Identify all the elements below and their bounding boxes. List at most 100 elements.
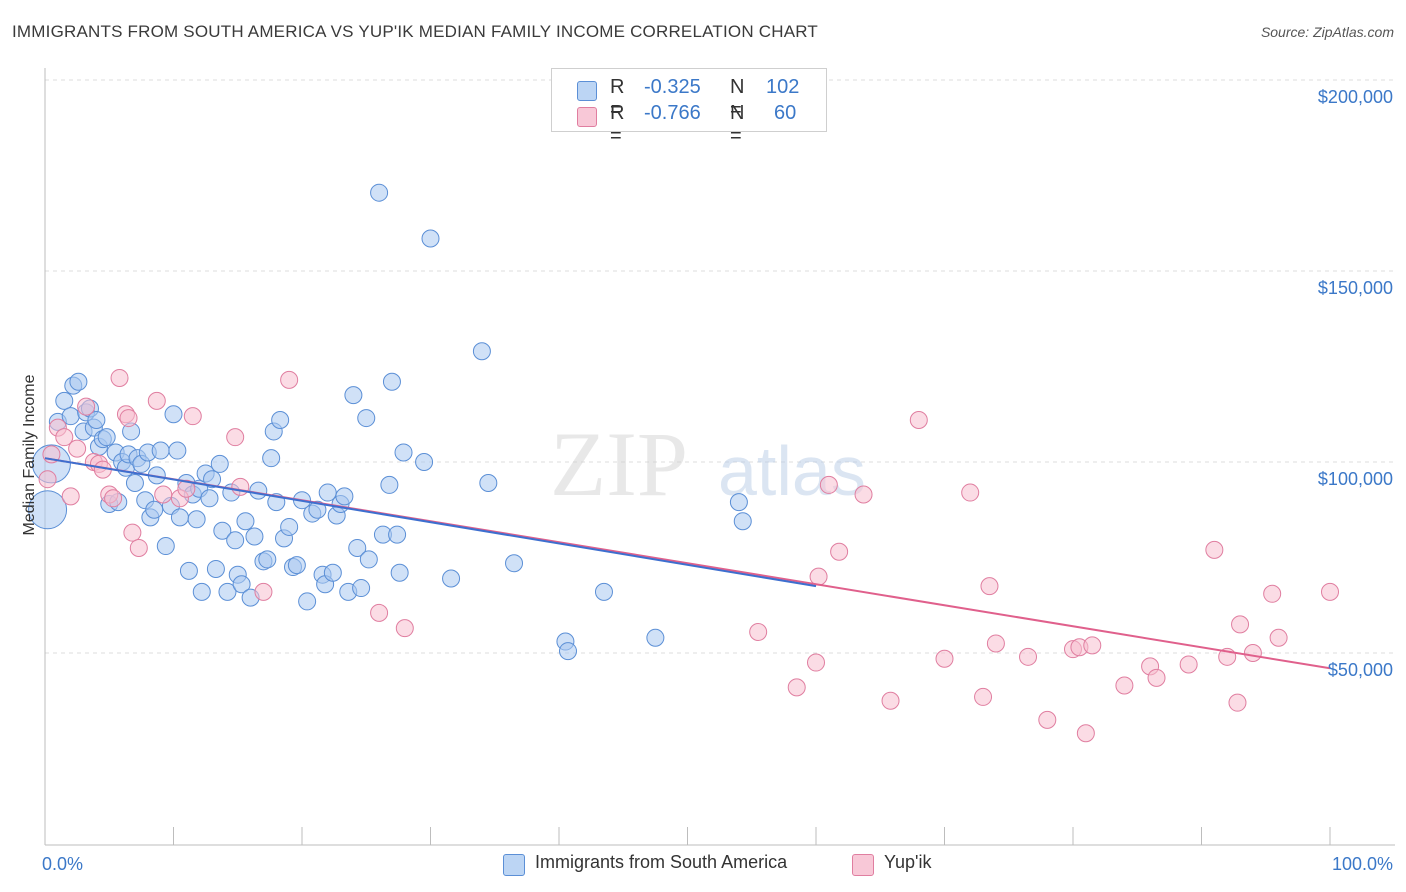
point-yupik — [1321, 582, 1339, 601]
point-yupik — [61, 487, 80, 506]
point-yupik — [1147, 668, 1166, 687]
point-yupik — [55, 428, 74, 447]
point-immigrants — [203, 470, 222, 489]
point-immigrants — [323, 563, 342, 582]
point-yupik — [154, 485, 173, 504]
correlation-legend: R = -0.325 N = 102 R = -0.766 N = 60 — [551, 68, 827, 147]
legend-r-value: -0.766 — [644, 102, 701, 124]
point-immigrants — [249, 481, 268, 500]
point-immigrants — [394, 443, 413, 462]
point-immigrants — [192, 582, 211, 601]
point-yupik — [395, 619, 414, 638]
tick-labels: $50,000 $100,000 $150,000 $200,000 0.0% 100.0… — [42, 87, 1393, 874]
point-yupik — [809, 567, 828, 586]
legend-n-label: N = — [730, 102, 745, 147]
point-yupik — [38, 470, 57, 489]
point-yupik — [104, 489, 123, 508]
point-immigrants — [232, 575, 251, 594]
legend-n-value: 102 — [766, 76, 800, 98]
point-yupik — [226, 428, 245, 447]
point-yupik — [123, 523, 142, 542]
point-immigrants — [352, 579, 371, 598]
point-immigrants — [28, 490, 68, 530]
point-yupik — [1205, 540, 1224, 559]
point-yupik — [254, 582, 273, 601]
y-tick-label: $50,000 — [1328, 660, 1393, 680]
point-immigrants — [164, 405, 183, 424]
point-immigrants — [87, 410, 106, 429]
point-immigrants — [472, 342, 491, 361]
point-immigrants — [187, 510, 206, 529]
point-yupik — [1243, 644, 1262, 662]
x-tick-label: 100.0% — [1332, 854, 1393, 874]
point-immigrants — [258, 550, 277, 569]
point-immigrants — [262, 449, 281, 468]
point-immigrants — [218, 582, 237, 601]
point-yupik — [980, 577, 999, 596]
point-yupik — [881, 691, 900, 710]
point-immigrants — [479, 474, 498, 493]
bottom-legend-swatch-blue — [503, 854, 525, 876]
point-immigrants — [287, 556, 306, 575]
point-immigrants — [200, 489, 219, 508]
point-immigrants — [729, 493, 748, 512]
point-immigrants — [380, 475, 399, 494]
point-yupik — [68, 439, 87, 458]
x-tick-label: 0.0% — [42, 854, 83, 874]
point-immigrants — [271, 410, 290, 429]
point-immigrants — [97, 428, 116, 447]
trend-lines — [44, 457, 1331, 670]
point-immigrants — [210, 454, 229, 473]
point-yupik — [961, 483, 980, 502]
point-yupik — [129, 538, 148, 557]
point-immigrants — [390, 563, 409, 582]
point-immigrants — [348, 538, 367, 557]
gridlines — [45, 79, 1395, 654]
point-immigrants — [733, 512, 752, 531]
point-yupik — [787, 678, 806, 697]
point-immigrants — [370, 183, 389, 202]
point-immigrants — [335, 487, 354, 506]
point-yupik — [177, 479, 196, 498]
point-yupik — [1115, 676, 1134, 695]
point-yupik — [1083, 636, 1102, 655]
watermark-zip: ZIP — [550, 413, 688, 515]
point-yupik — [1231, 615, 1250, 634]
point-immigrants — [151, 441, 170, 460]
point-immigrants — [388, 525, 407, 544]
point-immigrants — [594, 582, 613, 601]
legend-r-value: -0.325 — [644, 76, 701, 98]
legend-swatch-blue — [577, 81, 597, 101]
point-immigrants — [359, 550, 378, 569]
point-yupik — [119, 409, 138, 428]
point-immigrants — [156, 537, 175, 556]
point-immigrants — [213, 521, 232, 540]
point-yupik — [986, 634, 1005, 653]
point-yupik — [77, 397, 96, 416]
point-immigrants — [421, 229, 440, 248]
point-immigrants — [442, 569, 461, 588]
y-axis-label: Median Family Income — [21, 374, 38, 535]
y-tick-label: $150,000 — [1318, 278, 1393, 298]
point-immigrants — [206, 559, 225, 578]
legend-n-value: 60 — [774, 102, 797, 124]
point-yupik — [147, 391, 166, 410]
point-yupik — [1269, 628, 1288, 647]
point-immigrants — [415, 453, 434, 471]
point-immigrants — [170, 508, 189, 527]
point-immigrants — [646, 628, 665, 647]
point-yupik — [1179, 655, 1198, 674]
point-yupik — [935, 649, 954, 668]
point-immigrants — [179, 561, 198, 580]
point-immigrants — [382, 372, 401, 391]
point-immigrants — [558, 642, 577, 661]
point-yupik — [830, 542, 849, 561]
point-yupik — [749, 622, 768, 641]
point-immigrants — [145, 500, 164, 519]
point-immigrants — [168, 441, 187, 460]
watermark: ZIP atlas — [550, 413, 866, 515]
series-yupik-points — [38, 368, 1339, 743]
point-yupik — [370, 603, 389, 622]
point-yupik — [807, 653, 825, 672]
